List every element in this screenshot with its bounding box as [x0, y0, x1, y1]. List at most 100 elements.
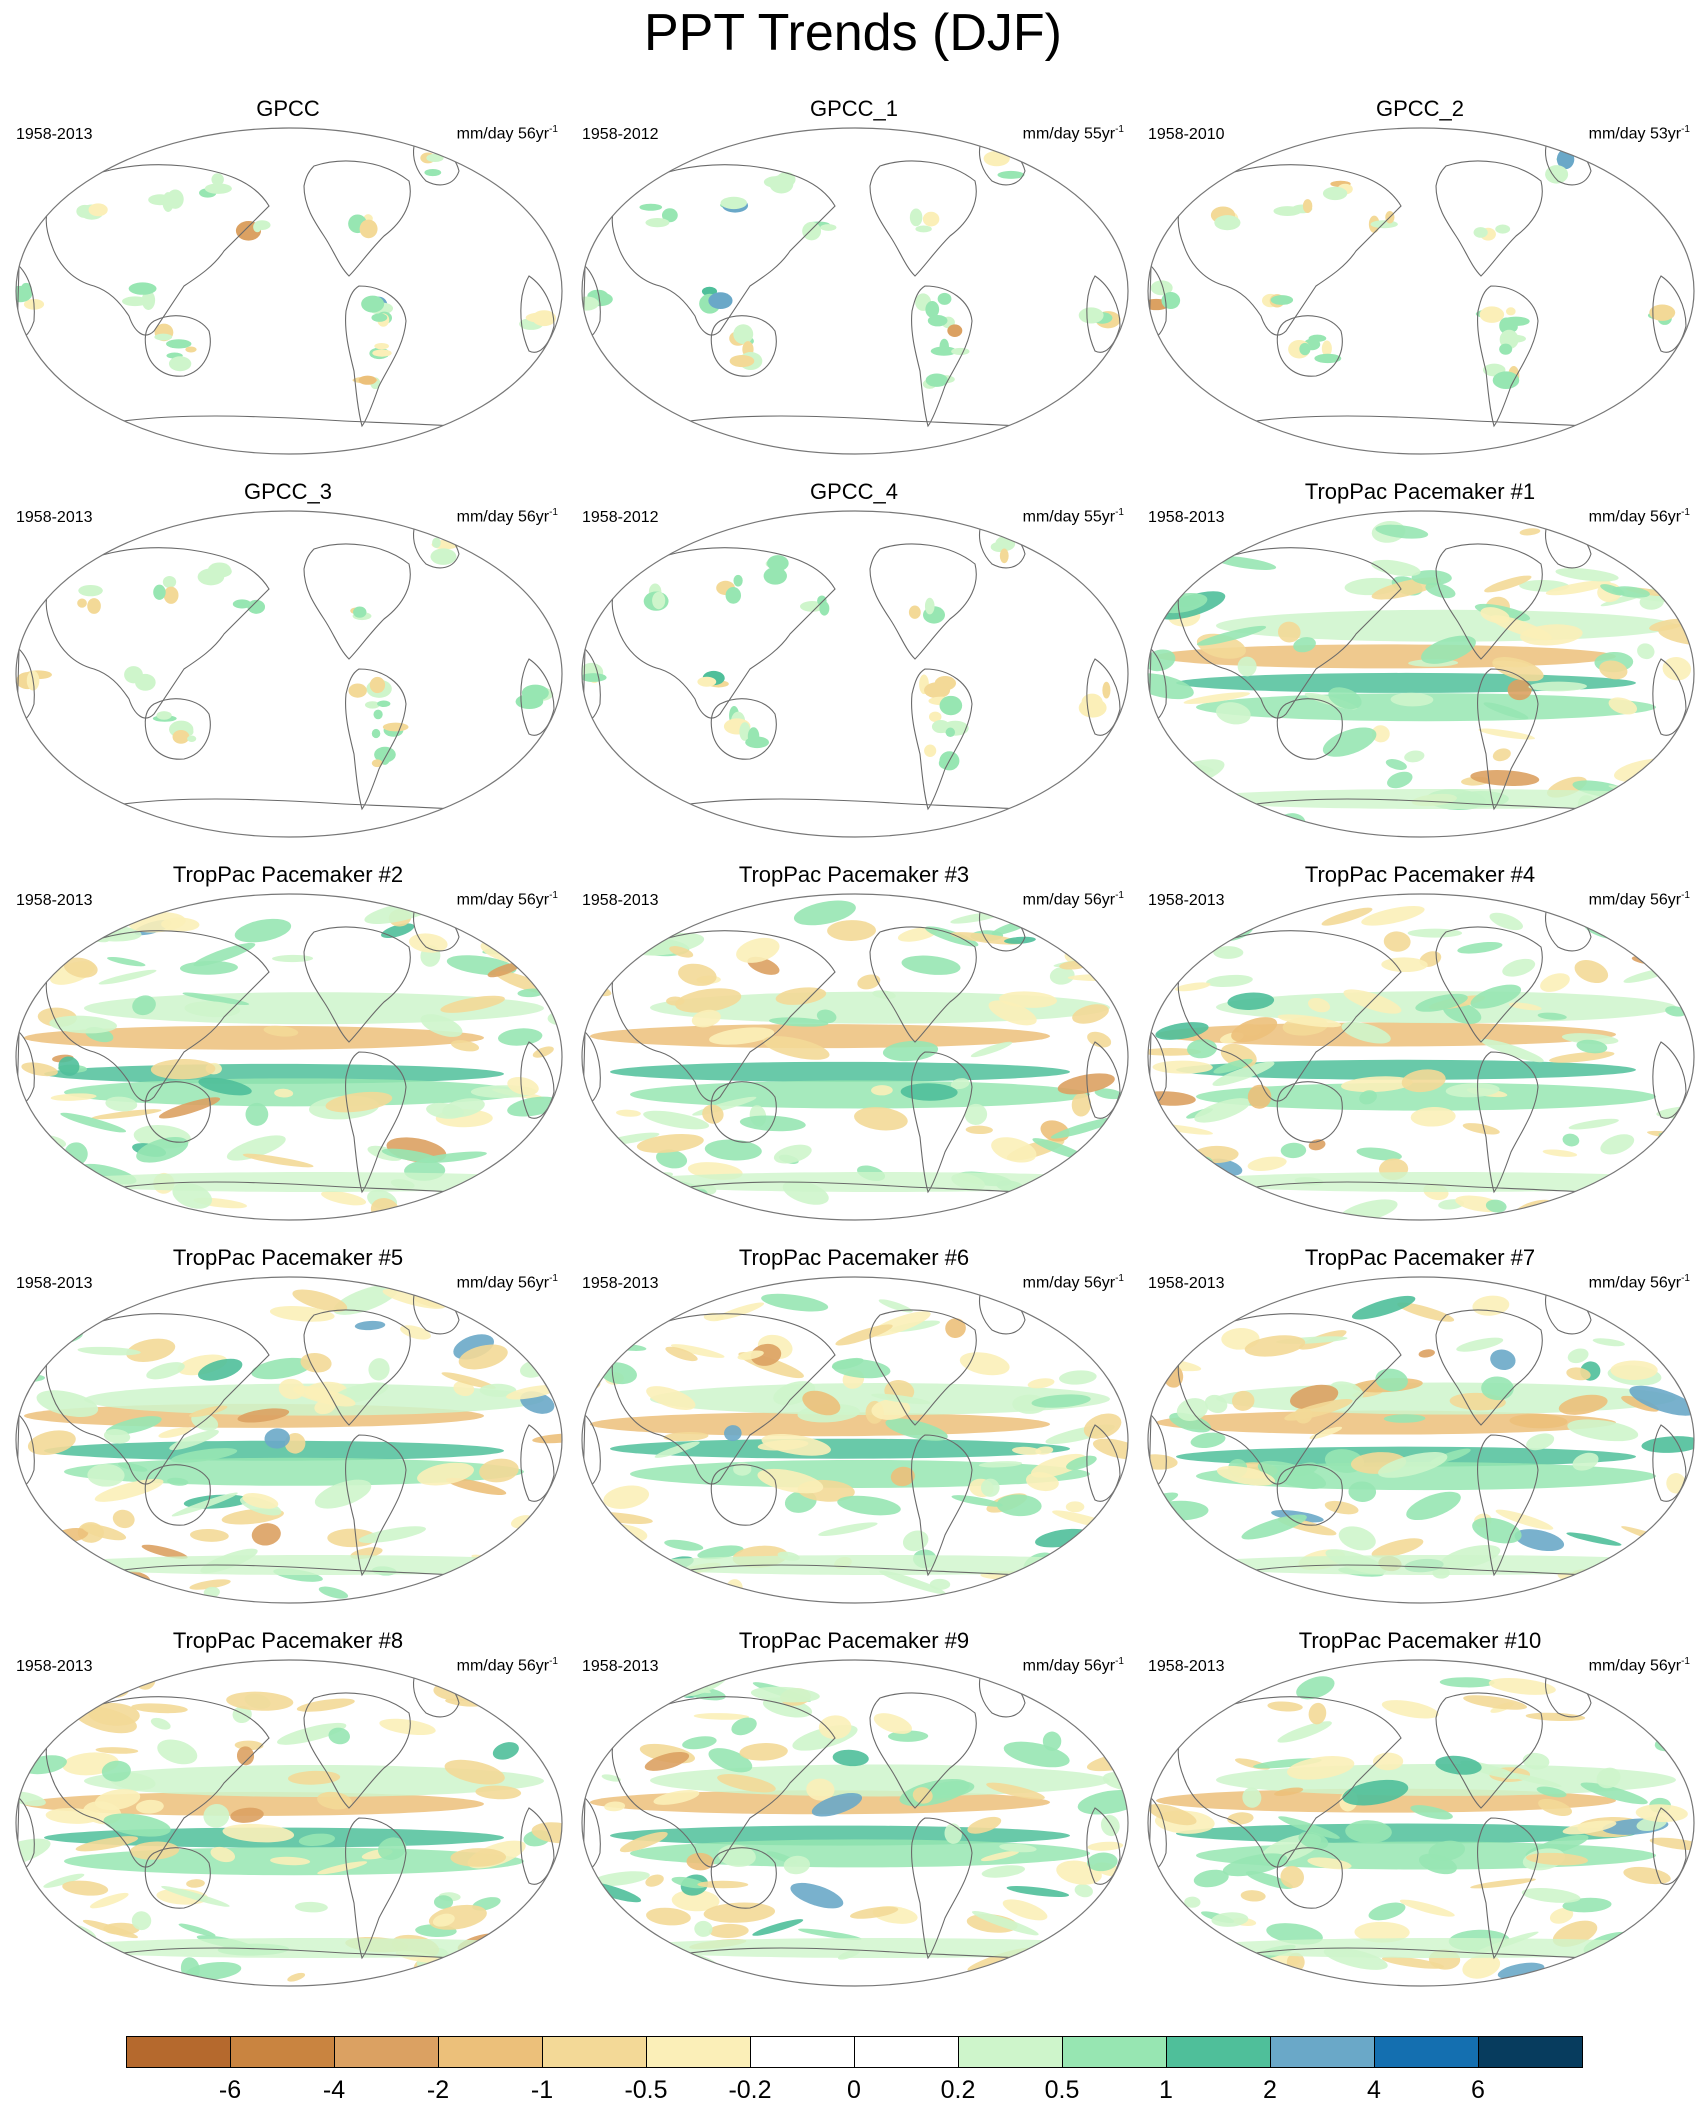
- trend-blob: [1299, 342, 1311, 356]
- trend-blob: [658, 1673, 711, 1694]
- panel-units: mm/day 56yr-1: [1589, 1652, 1690, 1676]
- trend-blob: [1339, 1199, 1398, 1220]
- trend-blob: [1495, 224, 1511, 234]
- trend-blob: [873, 1713, 912, 1734]
- trend-blob: [912, 1787, 933, 1804]
- colorbar-label: 1: [1159, 2076, 1173, 2104]
- map-panel: TropPac Pacemaker #8 1958-2013 mm/day 56yr…: [4, 1616, 572, 2000]
- trend-blob: [925, 300, 940, 318]
- trend-blob: [819, 601, 830, 616]
- map-plot: [1147, 127, 1695, 455]
- trend-blob: [101, 1760, 131, 1782]
- colorbar-box: [542, 2036, 647, 2068]
- coastline: [45, 930, 270, 1102]
- trend-blob: [1247, 1156, 1287, 1172]
- trend-blob: [1656, 1141, 1680, 1156]
- trend-blob: [678, 963, 717, 986]
- trend-blob: [1495, 1509, 1554, 1530]
- trend-blob: [1576, 1039, 1608, 1054]
- trend-blob: [204, 183, 232, 194]
- trend-blob: [980, 1478, 1000, 1497]
- trend-blob: [1538, 1798, 1573, 1816]
- map-plot: [1147, 1659, 1695, 1987]
- coastline: [869, 926, 977, 1043]
- trend-blob: [1280, 1865, 1304, 1889]
- colorbar: [126, 2036, 1583, 2070]
- colorbar-box: [1166, 2036, 1271, 2068]
- trend-blob: [871, 1393, 931, 1405]
- trend-blob: [49, 1015, 117, 1034]
- trend-blob: [36, 1327, 84, 1346]
- trend-blob: [473, 1931, 541, 1959]
- trend-blob: [230, 1807, 264, 1823]
- trend-blob: [251, 1357, 312, 1380]
- coastline: [1086, 658, 1121, 736]
- trend-blob: [1193, 1145, 1239, 1164]
- trend-band: [54, 1555, 562, 1575]
- map-plot: [581, 1276, 1129, 1604]
- trend-blob: [928, 711, 942, 723]
- trend-blob: [540, 1947, 562, 1972]
- trend-blob: [818, 1715, 852, 1740]
- trend-blob: [433, 1678, 490, 1701]
- trend-blob: [425, 1576, 479, 1599]
- trend-blob: [857, 974, 881, 990]
- trend-blob: [1162, 759, 1225, 788]
- trend-blob: [274, 1088, 294, 1098]
- trend-blob: [927, 314, 948, 327]
- coastline: [45, 164, 270, 336]
- trend-blob: [50, 1093, 97, 1101]
- map-panel: TropPac Pacemaker #7 1958-2013 mm/day 56yr…: [1136, 1233, 1704, 1617]
- trend-blob: [1148, 1907, 1179, 1920]
- trend-band: [1216, 1382, 1676, 1415]
- trend-blob: [697, 676, 717, 687]
- trend-blob: [1047, 1673, 1109, 1695]
- trend-blob: [1027, 1378, 1055, 1389]
- trend-blob: [1050, 1117, 1118, 1139]
- coastline: [1177, 164, 1402, 336]
- trend-blob: [1199, 1187, 1252, 1204]
- trend-blob: [156, 711, 172, 720]
- trend-blob: [190, 1529, 229, 1542]
- trend-blob: [472, 1296, 490, 1304]
- trend-blob: [105, 1096, 138, 1112]
- trend-blob: [1359, 1090, 1377, 1105]
- trend-blob: [521, 684, 549, 702]
- trend-blob: [1545, 165, 1569, 184]
- trend-blob: [450, 1040, 480, 1052]
- trend-blob: [739, 1743, 788, 1761]
- coastline: [1177, 930, 1402, 1102]
- units-text: mm/day 56yr: [456, 891, 550, 909]
- trend-blob: [704, 1139, 762, 1161]
- trend-blob: [1635, 1804, 1688, 1823]
- trend-blob: [1608, 697, 1638, 715]
- trend-blob: [1439, 1677, 1495, 1688]
- trend-blob: [447, 1190, 501, 1206]
- trend-blob: [1509, 1413, 1568, 1429]
- trend-blob: [43, 1873, 85, 1888]
- trend-blob: [981, 1865, 1026, 1878]
- trend-blob: [1081, 1566, 1128, 1581]
- trend-blob: [62, 1880, 109, 1896]
- colorbar-label: -2: [426, 2076, 450, 2104]
- units-exponent: -1: [1681, 507, 1690, 518]
- trend-blob: [358, 1526, 426, 1543]
- coastline: [869, 1309, 977, 1426]
- units-text: mm/day 56yr: [1588, 891, 1682, 909]
- trend-blob: [207, 562, 231, 578]
- trend-blob: [519, 1360, 547, 1378]
- trend-blob: [1623, 1866, 1671, 1885]
- trend-blob: [703, 1902, 776, 1923]
- trend-blob: [1277, 1721, 1332, 1743]
- trend-blob: [284, 1433, 306, 1454]
- trend-blob: [1280, 1142, 1307, 1159]
- colorbar-label: -0.5: [624, 2076, 668, 2104]
- trend-blob: [1572, 1962, 1636, 1986]
- trend-blob: [1472, 1295, 1510, 1316]
- trend-blob: [1031, 1394, 1091, 1408]
- trend-blob: [1067, 974, 1128, 982]
- trend-blob: [1148, 1188, 1176, 1200]
- trend-blob: [1102, 681, 1111, 699]
- trend-blob: [498, 1692, 562, 1721]
- trend-blob: [171, 1492, 238, 1517]
